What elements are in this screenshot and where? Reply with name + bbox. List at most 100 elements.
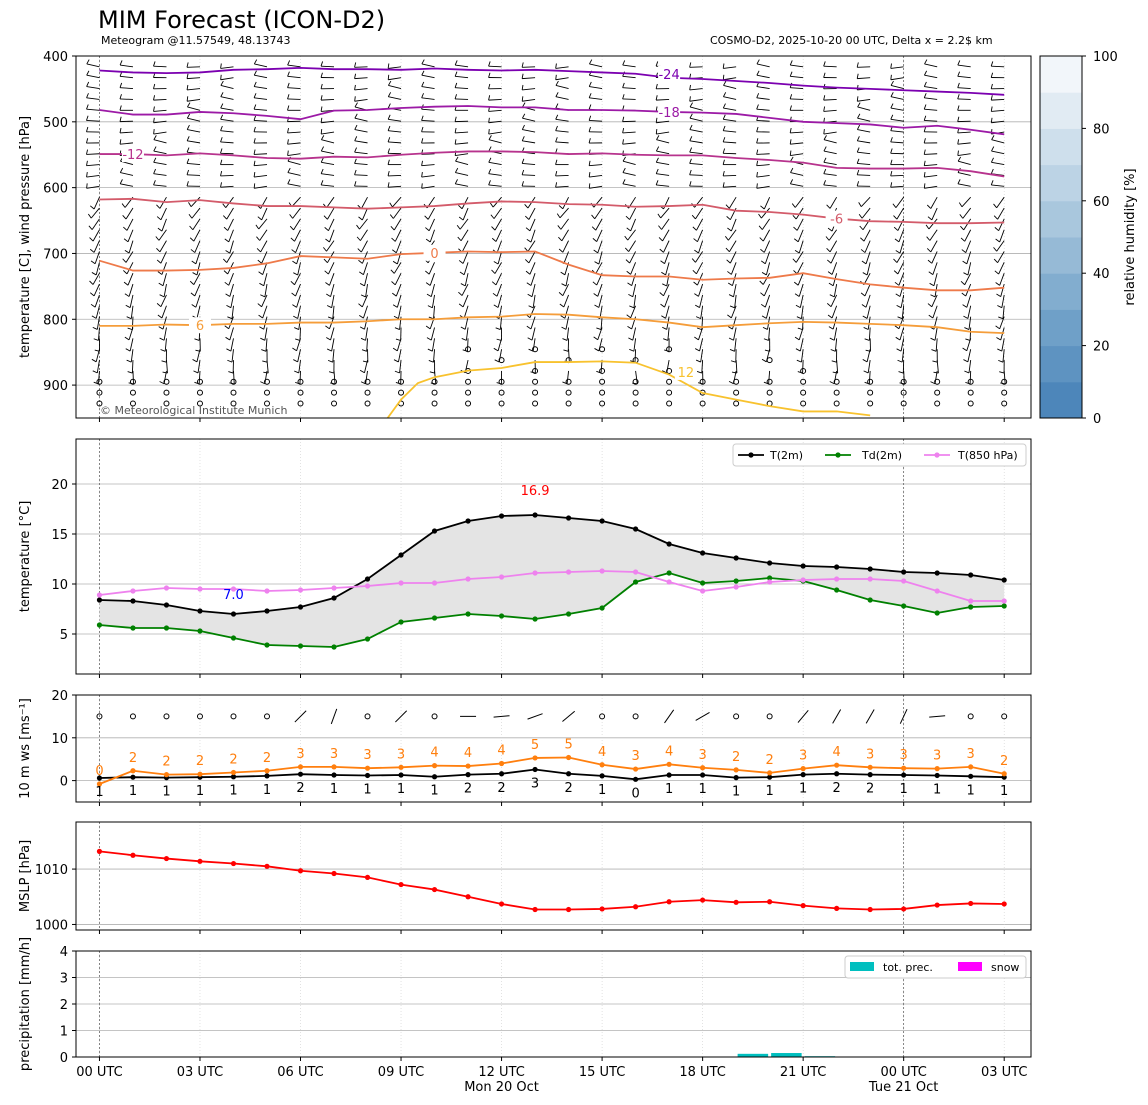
wind-barb [924, 97, 938, 100]
wind-barb [354, 98, 368, 102]
temperature-legend: T(2m) Td(2m) T(850 hPa) [732, 443, 1027, 467]
wind-barb [998, 218, 1005, 231]
wind-barb [868, 370, 871, 384]
wind-barb-flag [797, 327, 803, 331]
wind-barb-flag [220, 137, 223, 143]
wind-barb-flag [258, 271, 263, 275]
wind-barb [497, 294, 502, 308]
wind-barb [455, 87, 469, 90]
wind-barb [555, 66, 569, 69]
wind-barb-flag [324, 227, 329, 231]
wind-barb-flag [220, 125, 223, 131]
wind-barb-flag [559, 303, 565, 308]
wind-barb-flag [695, 359, 701, 363]
wind-barb [924, 74, 938, 79]
wind-barb-flag [828, 326, 834, 330]
wind-barb [665, 262, 670, 275]
wind-barb-flag [192, 359, 198, 363]
wind-barb-flag [829, 294, 835, 298]
wind-barb [756, 164, 770, 167]
wind-barb [595, 218, 603, 231]
td2m-point [700, 580, 706, 586]
wind-barb [991, 150, 1005, 155]
wind-barb [294, 272, 301, 285]
wind-barb-flag [694, 249, 699, 254]
wind-barb-flag [261, 349, 267, 352]
t850-point [599, 568, 605, 574]
calm-marker [599, 378, 606, 385]
wind-barb [287, 64, 301, 68]
wind-barb [93, 283, 100, 297]
wind-barb-flag [225, 250, 231, 254]
wind-barb-flag [626, 270, 631, 275]
wind-barb [388, 96, 402, 100]
wind-barb [354, 163, 368, 166]
wind-barb-flag [393, 315, 399, 319]
t2m-point [398, 552, 404, 558]
wind-barb [299, 370, 301, 384]
wind-barb [600, 316, 603, 330]
wind-barb [561, 229, 569, 242]
wind-barb [661, 218, 670, 230]
wind-barb-flag [224, 281, 230, 286]
wind-barb-flag [591, 214, 596, 220]
wind-barb-flag [260, 337, 266, 341]
wind-barb-flag [354, 136, 358, 142]
wind-barb-flag [153, 168, 157, 174]
wind-barb-flag [994, 227, 999, 231]
gust-value-label: 4 [464, 746, 472, 761]
calm-marker [733, 378, 740, 385]
wind-barb-flag [527, 293, 533, 298]
wind-barb-flag [729, 305, 735, 309]
wind-barb [763, 196, 771, 210]
wind-barb-flag [694, 293, 699, 297]
wind-barb [153, 120, 167, 124]
wind-barb [698, 327, 704, 340]
wind-barb [153, 131, 167, 135]
t2m-series-line [99, 514, 1005, 615]
wind-barb-flag [723, 92, 727, 97]
wind-barb-flag [186, 181, 189, 187]
precipitation-legend: tot. prec. snow [844, 955, 1027, 979]
wind-barb [354, 77, 368, 80]
wind-barb-flag [957, 150, 959, 156]
wind-barb-flag [998, 316, 1004, 320]
wind-barb [622, 64, 636, 68]
td2m-point [867, 597, 873, 603]
wind-barb [160, 251, 167, 264]
wind-barb-flag [328, 371, 335, 374]
wind-barb [522, 88, 536, 91]
wind-value-label: 1 [397, 782, 405, 797]
wind-barb-flag [127, 327, 133, 331]
legend-marker [748, 452, 754, 458]
wind-barb [663, 240, 670, 253]
gust-point [96, 781, 103, 787]
wind-barb-flag [624, 235, 629, 241]
wind-barb [730, 218, 737, 232]
wind-barb-flag [458, 291, 463, 296]
wind-barb-flag [995, 282, 1000, 286]
wind-barb [497, 338, 502, 352]
wind-barb-flag [488, 135, 492, 140]
wind-barb-flag [528, 348, 534, 352]
gust-value-label: 2 [196, 754, 204, 769]
mslp-point [398, 881, 404, 888]
wind-barb [734, 294, 737, 308]
wind-barb-flag [160, 349, 166, 352]
upper-y-tick-label: 500 [43, 116, 68, 131]
wind-barb-flag [931, 349, 937, 352]
wind-barb [220, 107, 234, 111]
wind-barb-flag [827, 314, 833, 319]
wind-barb-flag [89, 205, 95, 210]
wind-barb-flag [960, 281, 966, 286]
wind-barb [354, 129, 368, 133]
wind-barb-flag [360, 381, 366, 385]
gust-point [565, 754, 572, 761]
td2m-point [96, 622, 103, 628]
gust-point [197, 771, 203, 777]
wind-barb-flag [458, 303, 464, 308]
wind-barb-flag [459, 271, 465, 276]
calm-marker [934, 400, 941, 407]
wind-barb [723, 118, 737, 122]
wind-barb-flag [320, 180, 324, 186]
